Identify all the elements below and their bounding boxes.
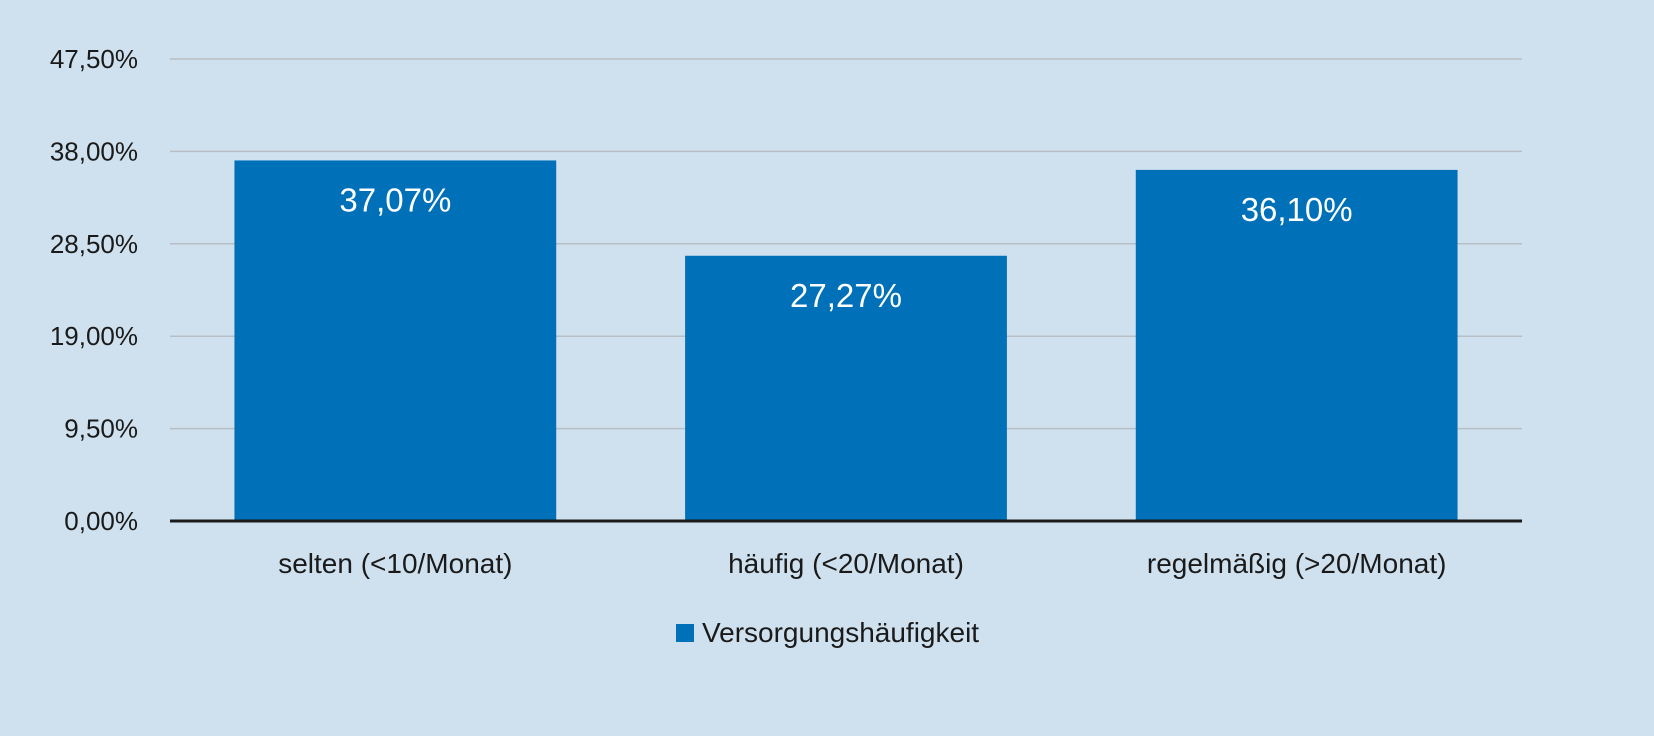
y-tick-label: 19,00% xyxy=(50,321,138,351)
bar xyxy=(234,160,557,521)
data-label: 37,07% xyxy=(339,181,451,218)
bars xyxy=(234,160,1458,521)
y-tick-label: 38,00% xyxy=(50,136,138,166)
y-tick-label: 0,00% xyxy=(64,506,138,536)
x-tick-label: selten (<10/Monat) xyxy=(278,548,512,579)
x-axis-labels: selten (<10/Monat) häufig (<20/Monat) rege… xyxy=(278,548,1446,579)
data-label: 27,27% xyxy=(790,277,902,314)
data-label: 36,10% xyxy=(1241,191,1353,228)
data-labels: 37,07% 27,27% 36,10% xyxy=(339,181,1352,313)
x-tick-label: häufig (<20/Monat) xyxy=(728,548,964,579)
y-axis-ticks: 0,00% 9,50% 19,00% 28,50% 38,00% 47,50% xyxy=(50,44,138,536)
legend-label: Versorgungshäufigkeit xyxy=(702,617,979,648)
y-tick-label: 9,50% xyxy=(64,414,138,444)
bar xyxy=(1135,169,1458,521)
bar xyxy=(685,255,1007,521)
y-tick-label: 28,50% xyxy=(50,229,138,259)
legend-swatch xyxy=(676,624,694,642)
x-tick-label: regelmäßig (>20/Monat) xyxy=(1147,548,1447,579)
y-tick-label: 47,50% xyxy=(50,44,138,74)
legend: Versorgungshäufigkeit xyxy=(676,617,979,648)
